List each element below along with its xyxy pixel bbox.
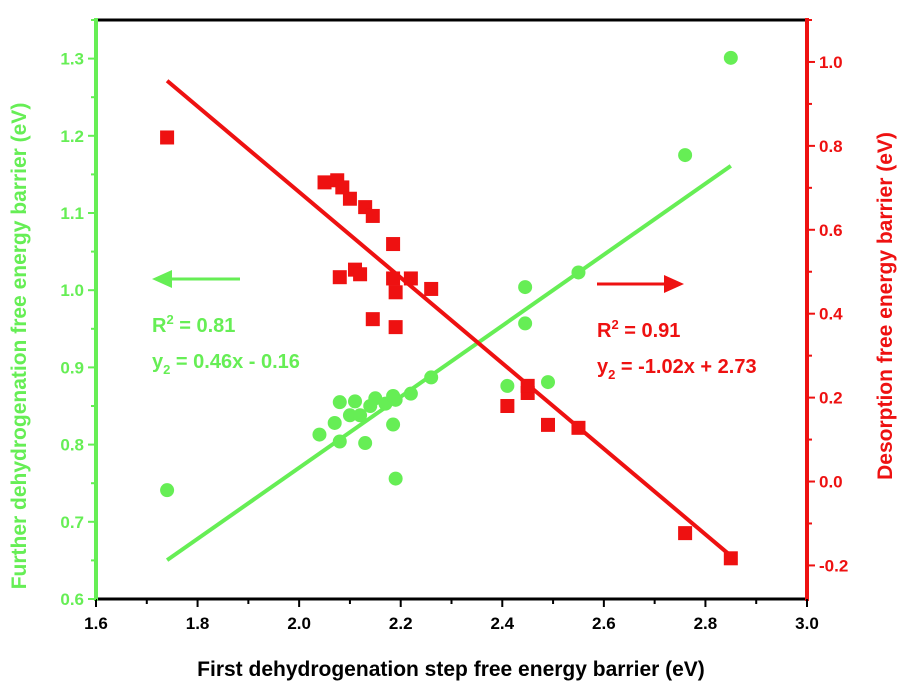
green-data-point xyxy=(386,417,401,432)
red-data-point xyxy=(160,130,175,145)
x-tick-label: 1.6 xyxy=(84,614,108,633)
left-y-tick-label: 0.6 xyxy=(60,590,84,609)
left-y-tick-label: 1.1 xyxy=(60,204,84,223)
left-y-tick-label: 1.0 xyxy=(60,281,84,300)
green-data-point xyxy=(358,436,373,451)
red-data-point xyxy=(540,417,555,432)
fit-lines xyxy=(165,79,733,562)
red-data-point xyxy=(723,551,738,566)
x-axis-title: First dehydrogenation step free energy b… xyxy=(197,658,705,681)
right-y-tick-label: 0.8 xyxy=(819,137,843,156)
red-data-point xyxy=(388,320,403,335)
red-data-point xyxy=(332,270,347,285)
green-data-point xyxy=(571,265,586,280)
red-data-point xyxy=(571,420,586,435)
left-y-tick-label: 1.2 xyxy=(60,127,84,146)
red-data-point xyxy=(403,271,418,286)
x-tick-label: 2.4 xyxy=(490,614,514,633)
right-y-tick-label: 0.0 xyxy=(819,473,843,492)
right-y-axis-ticks: -0.2 0.0 0.2 0.4 0.6 0.8 1.0 xyxy=(807,19,848,575)
left-equation-annotation: y2 = 0.46x - 0.16 xyxy=(152,351,300,377)
red-data-point xyxy=(365,312,380,327)
red-data-point xyxy=(335,180,350,195)
green-data-point xyxy=(518,280,533,295)
green-fit-line xyxy=(165,164,732,562)
green-data-point xyxy=(332,434,347,449)
right-y-tick-label: -0.2 xyxy=(819,556,848,575)
right-y-axis-title: Desorption free energy barrier (eV) xyxy=(874,132,897,480)
data-points xyxy=(160,50,738,566)
green-data-point xyxy=(424,370,439,385)
green-data-point xyxy=(540,375,555,390)
red-data-point xyxy=(500,399,515,413)
right-arrow-icon xyxy=(597,275,684,293)
green-data-point xyxy=(160,483,175,498)
x-tick-label: 1.8 xyxy=(186,614,210,633)
right-r2-annotation: R2 = 0.91 xyxy=(597,317,680,342)
red-fit-line xyxy=(165,79,733,558)
red-data-point xyxy=(678,526,693,541)
right-y-tick-label: 0.2 xyxy=(819,389,843,408)
red-data-point xyxy=(353,267,368,282)
right-equation-annotation: y2 = -1.02x + 2.73 xyxy=(597,356,757,382)
green-data-point xyxy=(678,148,693,163)
left-y-tick-label: 0.8 xyxy=(60,436,84,455)
x-tick-label: 3.0 xyxy=(795,614,819,633)
green-data-point xyxy=(388,392,403,407)
green-data-point xyxy=(500,378,515,393)
left-y-tick-label: 1.3 xyxy=(60,50,84,69)
green-data-point xyxy=(312,427,327,442)
red-data-point xyxy=(386,237,401,252)
green-data-point xyxy=(388,471,403,486)
left-arrow-icon xyxy=(152,270,240,288)
right-y-tick-label: 1.0 xyxy=(819,53,843,72)
right-y-tick-label: 0.6 xyxy=(819,221,843,240)
left-r2-annotation: R2 = 0.81 xyxy=(152,312,235,337)
left-y-axis-ticks: 0.6 0.7 0.8 0.9 1.0 1.1 1.2 1.3 xyxy=(60,19,96,609)
green-data-point xyxy=(342,408,357,423)
red-data-point xyxy=(386,271,401,286)
red-data-point xyxy=(317,175,332,190)
green-data-point xyxy=(403,386,418,401)
x-tick-label: 2.0 xyxy=(287,614,311,633)
left-y-axis-title: Further dehydrogenation free energy barr… xyxy=(8,103,31,590)
green-data-point xyxy=(332,395,347,410)
green-data-point xyxy=(353,408,368,423)
green-data-point xyxy=(518,316,533,331)
red-data-point xyxy=(388,285,403,300)
right-y-tick-label: 0.4 xyxy=(819,305,843,324)
green-data-point xyxy=(327,415,342,430)
red-data-point xyxy=(424,281,439,296)
red-data-point xyxy=(365,208,380,223)
x-axis-ticks: 1.6 1.8 2.0 2.2 2.4 2.6 2.8 3.0 xyxy=(84,599,819,633)
red-data-point xyxy=(342,191,357,206)
red-data-point xyxy=(520,378,535,393)
x-tick-label: 2.8 xyxy=(694,614,718,633)
green-data-point xyxy=(723,50,738,65)
left-y-tick-label: 0.9 xyxy=(60,358,84,377)
left-y-tick-label: 0.7 xyxy=(60,513,84,532)
x-tick-label: 2.6 xyxy=(592,614,616,633)
green-data-point xyxy=(348,394,363,409)
x-tick-label: 2.2 xyxy=(389,614,413,633)
